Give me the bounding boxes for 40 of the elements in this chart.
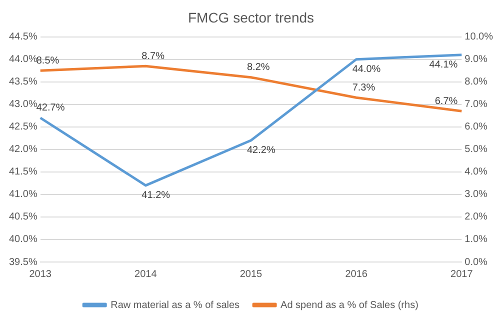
legend-label: Ad spend as a % of Sales (rhs) [280,300,418,311]
y-tick-label: 42.5% [8,122,38,133]
y-tick-label: 40.0% [8,234,38,246]
y2-tick-label: 0.0% [464,256,488,268]
y2-tick-label: 6.0% [464,122,488,133]
x-tick-label: 2014 [134,268,158,280]
data-label: 7.3% [352,82,376,94]
legend-label: Raw material as a % of sales [110,300,240,311]
y2-tick-label: 3.0% [464,189,488,200]
data-label: 41.2% [142,190,170,202]
data-label: 8.7% [142,50,165,62]
y-tick-label: 42.0% [8,144,38,156]
chart-title: FMCG sector trends [188,9,314,26]
y2-tick-label: 2.0% [464,212,488,223]
x-tick-label: 2015 [240,268,263,280]
y-tick-label: 43.5% [8,76,38,88]
y-tick-label: 41.0% [8,189,38,200]
y-tick-label: 44.0% [8,54,38,66]
y2-tick-label: 5.0% [464,144,488,156]
y2-tick-label: 9.0% [464,54,488,66]
data-label: 42.7% [36,102,65,114]
data-label: 8.5% [36,55,60,66]
y2-tick-label: 1.0% [464,234,488,246]
y-tick-label: 44.5% [8,32,38,43]
y2-tick-label: 7.0% [464,99,488,110]
y-tick-label: 41.5% [8,166,38,178]
y-tick-label: 43.0% [8,99,38,110]
data-label: 42.2% [247,145,276,156]
data-label: 44.1% [429,60,458,71]
x-tick-label: 2016 [345,268,368,280]
data-label: 6.7% [434,96,458,107]
y-tick-label: 40.5% [8,212,38,223]
x-tick-label: 2017 [450,268,474,280]
x-tick-label: 2013 [29,268,52,280]
data-label: 44.0% [352,64,381,76]
y2-tick-label: 10.0% [464,32,494,43]
y-tick-label: 39.5% [8,256,38,268]
y2-tick-label: 4.0% [464,166,488,178]
data-label: 8.2% [247,62,270,74]
y2-tick-label: 8.0% [464,76,488,88]
